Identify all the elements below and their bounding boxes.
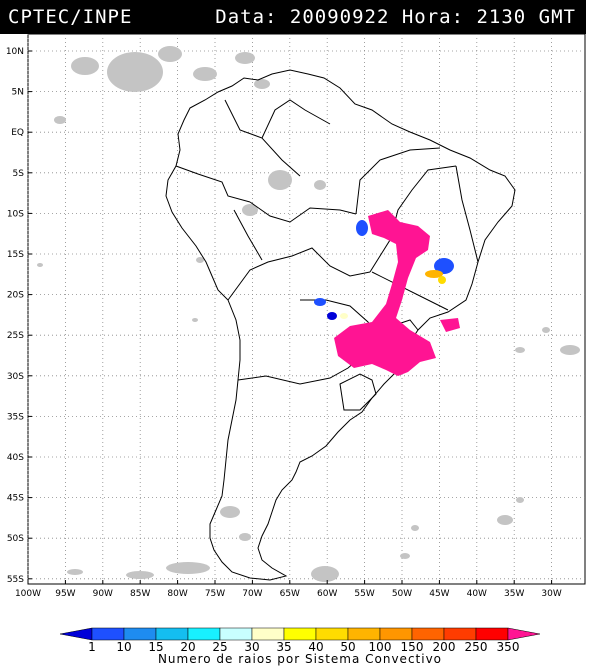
cluster-blue-1	[356, 220, 368, 236]
colorbar-segment	[379, 627, 413, 641]
colorbar-segment	[91, 627, 125, 641]
colorbar-label: 100	[369, 640, 392, 654]
lat-label: 55S	[7, 575, 24, 585]
cluster-blue-3	[314, 298, 326, 306]
cluster-blue-4	[327, 312, 337, 320]
colorbar-segment	[443, 627, 477, 641]
latitude-labels: 10N 5N EQ 5S 10S 15S 20S 25S 30S 35S 40S 45S 50S 55S	[6, 47, 32, 585]
lon-label: 80W	[167, 589, 187, 599]
longitude-labels: 100W 95W 90W 85W 80W 75W 70W 65W 60W 55W 50W 45W 40W…	[15, 580, 562, 599]
legend-colorbar	[59, 627, 541, 641]
colorbar-label: 40	[308, 640, 323, 654]
border-venezuela	[261, 99, 331, 139]
colorbar-label: 35	[276, 640, 291, 654]
colorbar-label: 200	[433, 640, 456, 654]
cluster-blue-2	[434, 258, 454, 274]
lon-label: 100W	[15, 589, 41, 599]
cluster-pale-1	[340, 313, 348, 319]
lat-label: 25S	[7, 331, 24, 341]
colorbar-segment	[187, 627, 221, 641]
cluster-yellow-1	[438, 276, 446, 284]
colorbar-label: 30	[244, 640, 259, 654]
colorbar-segment	[123, 627, 157, 641]
colorbar-segment	[315, 627, 349, 641]
lat-label: 5S	[13, 169, 25, 179]
lon-label: 45W	[429, 589, 449, 599]
border-states-2	[371, 271, 449, 311]
colorbar-label: 20	[180, 640, 195, 654]
border-peru-brazil	[249, 201, 357, 223]
border-argentina-north	[237, 355, 363, 385]
map-header: CPTEC/INPE Data: 20090922 Hora: 2130 GMT	[0, 0, 586, 34]
colorbar-segment	[59, 627, 93, 641]
colorbar-label: 15	[148, 640, 163, 654]
lon-label: 55W	[354, 589, 374, 599]
border-bolivia	[227, 247, 371, 301]
border-ecuador-peru	[175, 165, 251, 203]
lat-label: 40S	[7, 453, 24, 463]
border-states-5	[455, 165, 479, 263]
colorbar-segment	[411, 627, 445, 641]
colorbar-segment	[251, 627, 285, 641]
map-frame	[27, 33, 586, 585]
colorbar-segment	[219, 627, 253, 641]
colorbar-label: 150	[401, 640, 424, 654]
border-states-3	[355, 147, 441, 215]
colorbar-label: 50	[340, 640, 355, 654]
colorbar-label: 350	[497, 640, 520, 654]
lightning-clusters	[314, 210, 460, 376]
cluster-magenta-small	[440, 318, 460, 332]
cloud-regions	[37, 46, 580, 582]
colorbar-label: 250	[465, 640, 488, 654]
lon-label: 60W	[317, 589, 337, 599]
lon-label: 95W	[55, 589, 75, 599]
lat-label: 10N	[6, 47, 24, 57]
colorbar-segment	[507, 627, 541, 641]
lon-label: 90W	[93, 589, 113, 599]
cluster-orange-1	[425, 270, 443, 278]
lat-label: EQ	[11, 128, 24, 138]
colorbar-segment	[347, 627, 381, 641]
datetime-label: Data: 20090922 Hora: 2130 GMT	[215, 6, 576, 28]
colorbar-label: 10	[116, 640, 131, 654]
lat-label: 5N	[12, 88, 24, 98]
lon-label: 40W	[467, 589, 487, 599]
lat-label: 45S	[7, 494, 24, 504]
lon-label: 75W	[205, 589, 225, 599]
colorbar-segment	[475, 627, 509, 641]
lat-label: 20S	[7, 291, 24, 301]
lon-label: 30W	[541, 589, 561, 599]
lon-label: 70W	[242, 589, 262, 599]
lon-label: 35W	[504, 589, 524, 599]
lat-label: 15S	[7, 250, 24, 260]
map-grid	[27, 34, 585, 584]
south-america-outline	[165, 69, 516, 581]
colorbar-segment	[283, 627, 317, 641]
lon-label: 50W	[392, 589, 412, 599]
border-uruguay	[339, 373, 377, 411]
colorbar-label: 1	[88, 640, 96, 654]
border-states-6	[233, 209, 263, 261]
lat-label: 30S	[7, 372, 24, 382]
lon-label: 65W	[280, 589, 300, 599]
cluster-magenta-main	[334, 210, 436, 376]
legend-tick-labels: 1 10 15 20 25 30 35 40 50 100 150 200 250 350	[88, 640, 519, 654]
lat-label: 10S	[7, 209, 24, 219]
colorbar-segment	[155, 627, 189, 641]
legend-title: Numero de raios por Sistema Convectivo	[157, 652, 443, 666]
border-states-1	[369, 165, 457, 273]
lon-label: 85W	[130, 589, 150, 599]
source-label: CPTEC/INPE	[8, 6, 133, 28]
lat-label: 50S	[7, 534, 24, 544]
colorbar-label: 25	[212, 640, 227, 654]
lat-label: 35S	[7, 412, 24, 422]
